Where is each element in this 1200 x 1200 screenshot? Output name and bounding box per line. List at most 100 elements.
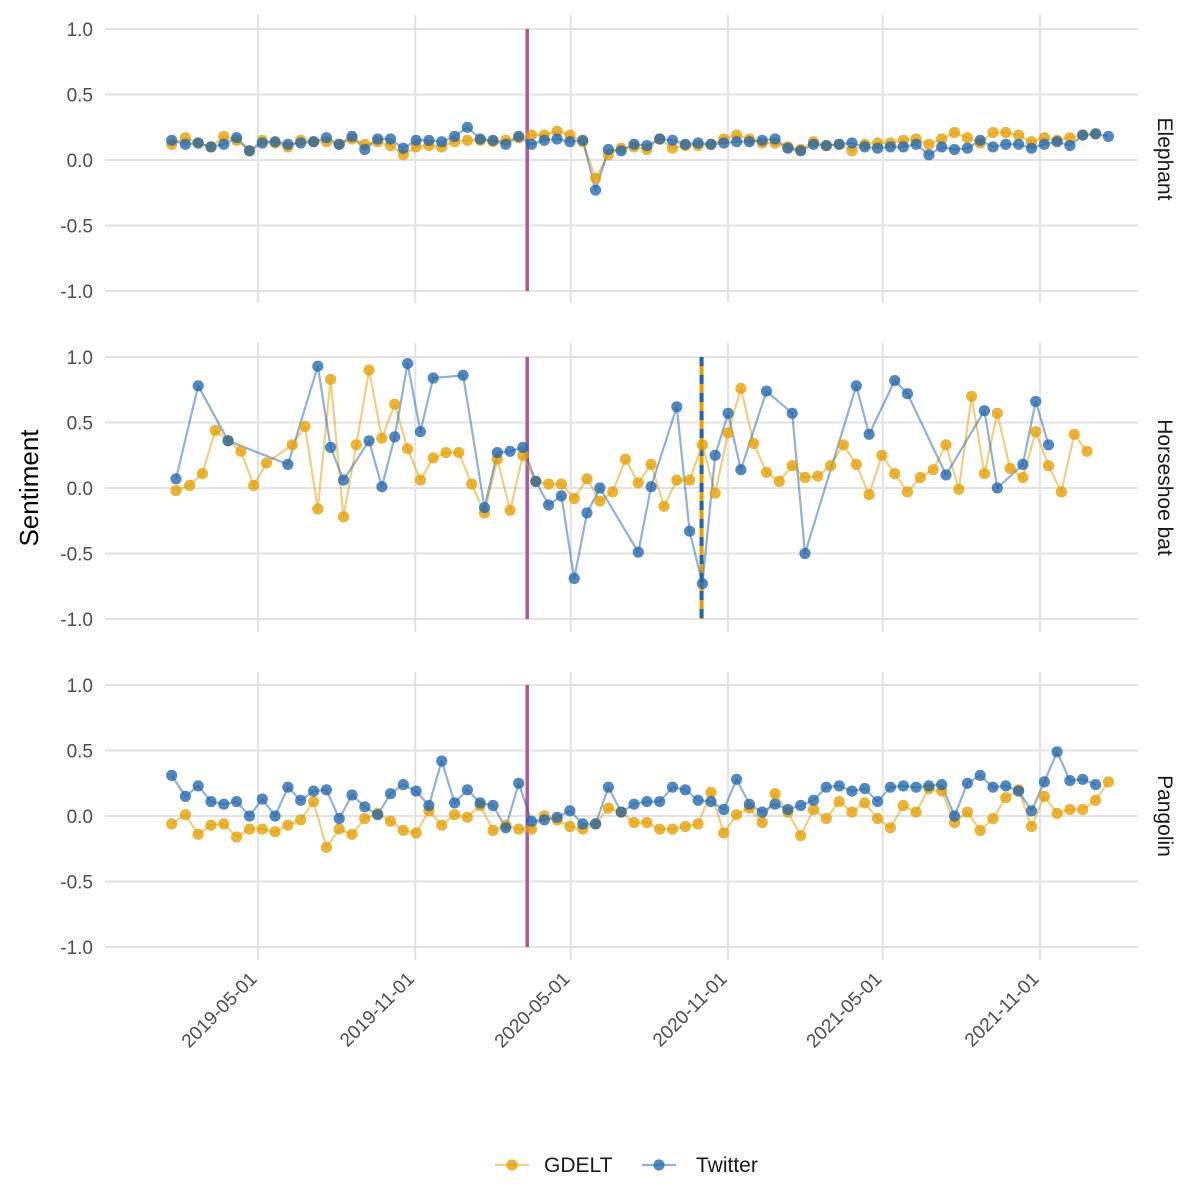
data-point-gdelt <box>607 486 619 498</box>
data-point-twitter <box>282 458 294 470</box>
data-point-twitter <box>795 799 807 812</box>
data-point-gdelt <box>936 133 948 145</box>
data-point-gdelt <box>397 824 409 837</box>
data-point-gdelt <box>243 823 256 835</box>
data-point-gdelt <box>863 489 875 501</box>
legend-key-point <box>506 1159 518 1171</box>
data-point-twitter <box>795 145 807 157</box>
data-point-gdelt <box>590 172 602 184</box>
data-point-twitter <box>897 780 909 792</box>
data-point-twitter <box>1090 779 1102 791</box>
data-point-twitter <box>551 133 563 145</box>
data-point-twitter <box>474 797 486 809</box>
data-point-gdelt <box>410 827 422 839</box>
data-point-gdelt <box>231 831 243 843</box>
data-point-gdelt <box>1068 428 1080 440</box>
data-point-gdelt <box>333 823 345 835</box>
y-tick-label: 0.0 <box>67 807 93 828</box>
data-point-gdelt <box>812 470 824 482</box>
data-point-gdelt <box>594 495 606 507</box>
data-point-twitter <box>423 134 435 146</box>
data-point-gdelt <box>235 445 247 457</box>
data-point-gdelt <box>256 823 268 835</box>
data-point-gdelt <box>504 504 516 516</box>
y-tick-label: -0.5 <box>60 217 93 238</box>
data-point-gdelt <box>696 439 709 451</box>
data-point-twitter <box>179 138 191 150</box>
data-point-twitter <box>692 137 704 149</box>
data-point-twitter <box>850 380 862 392</box>
data-point-gdelt <box>684 474 696 486</box>
data-point-gdelt <box>833 796 845 808</box>
data-point-gdelt <box>402 443 414 455</box>
data-point-gdelt <box>825 460 837 472</box>
data-point-gdelt <box>654 823 666 835</box>
data-point-twitter <box>987 141 999 153</box>
data-point-twitter <box>1000 138 1012 150</box>
x-tick-label: 2020-11-01 <box>649 969 732 1052</box>
data-point-twitter <box>756 806 768 818</box>
data-point-gdelt <box>671 474 683 486</box>
data-point-twitter <box>577 818 589 830</box>
data-point-gdelt <box>820 813 832 825</box>
data-point-gdelt <box>320 841 332 854</box>
data-point-twitter <box>846 785 858 797</box>
data-point-twitter <box>859 782 871 795</box>
data-point-gdelt <box>209 424 221 436</box>
data-point-twitter <box>628 138 640 150</box>
data-point-twitter <box>312 360 324 372</box>
data-point-gdelt <box>645 458 657 470</box>
data-point-gdelt <box>705 786 717 799</box>
data-point-twitter <box>1025 805 1038 817</box>
data-point-twitter <box>1025 142 1038 154</box>
data-point-gdelt <box>248 479 260 491</box>
y-tick-label: 1.0 <box>67 676 93 697</box>
data-point-gdelt <box>1064 803 1076 816</box>
data-point-gdelt <box>299 420 311 432</box>
data-point-twitter <box>666 781 679 793</box>
data-point-twitter <box>1017 458 1029 470</box>
facet-strip-label: Horseshoe bat <box>1153 419 1176 556</box>
data-point-gdelt <box>436 819 448 831</box>
data-point-twitter <box>671 401 683 413</box>
data-point-gdelt <box>466 478 478 490</box>
data-point-twitter <box>807 138 820 150</box>
data-point-twitter <box>295 137 307 149</box>
data-point-gdelt <box>414 474 426 486</box>
data-point-twitter <box>517 441 529 453</box>
data-point-twitter <box>654 133 666 145</box>
data-point-twitter <box>889 375 901 387</box>
data-point-gdelt <box>1090 794 1102 806</box>
data-point-twitter <box>769 133 781 145</box>
data-point-twitter <box>1051 746 1063 758</box>
data-point-twitter <box>449 130 461 142</box>
data-point-twitter <box>414 426 426 438</box>
data-point-twitter <box>645 481 657 493</box>
data-point-twitter <box>500 822 512 834</box>
data-point-gdelt <box>948 126 961 139</box>
data-point-twitter <box>910 781 922 793</box>
data-point-twitter <box>901 388 914 400</box>
data-point-gdelt <box>987 126 999 139</box>
data-point-gdelt <box>337 511 350 523</box>
data-point-twitter <box>872 796 884 808</box>
data-point-twitter <box>1064 775 1076 787</box>
x-tick-label: 2019-05-01 <box>178 969 262 1053</box>
data-point-gdelt <box>1025 820 1038 833</box>
data-point-gdelt <box>525 129 538 141</box>
x-axis: 2019-05-01 2019-11-01 2020-05-01 2020-11-01… <box>178 969 1044 1053</box>
data-point-twitter <box>590 818 602 830</box>
data-point-gdelt <box>692 818 704 830</box>
data-point-gdelt <box>876 449 888 461</box>
data-point-twitter <box>705 138 717 150</box>
data-point-twitter <box>615 806 627 818</box>
data-point-gdelt <box>282 819 294 831</box>
data-point-twitter <box>859 141 871 153</box>
y-tick-label: 0.0 <box>67 479 93 500</box>
data-point-twitter <box>602 781 615 793</box>
data-point-gdelt <box>350 439 362 451</box>
data-point-gdelt <box>1064 132 1076 144</box>
data-point-twitter <box>568 572 580 585</box>
data-point-gdelt <box>807 803 820 816</box>
data-point-gdelt <box>184 479 196 491</box>
